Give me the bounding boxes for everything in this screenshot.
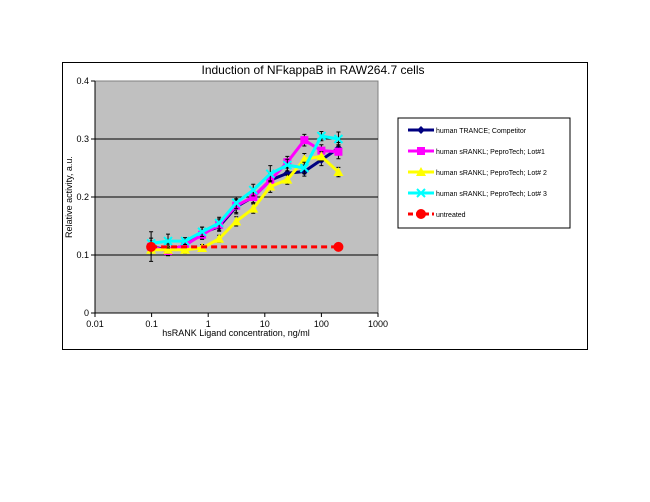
series-2 (146, 151, 344, 262)
data-point (163, 236, 173, 246)
data-point (265, 181, 276, 191)
x-tick-label: 1 (206, 319, 211, 329)
legend-item: human sRANKL; PeproTech; Lot# 2 (408, 167, 547, 177)
data-point (231, 216, 242, 226)
data-point (416, 188, 426, 198)
legend-label: human TRANCE; Competitor (436, 128, 527, 135)
chart-title: Induction of NFkappaB in RAW264.7 cells (201, 63, 424, 77)
legend-item: human sRANKL; PeproTech; Lot# 3 (408, 188, 547, 198)
y-tick-label: 0.1 (76, 250, 89, 260)
x-tick-label: 100 (314, 319, 329, 329)
legend-label: human sRANKL; PeproTech; Lot# 3 (436, 191, 547, 198)
data-point (249, 193, 258, 201)
legend-label: untreated (436, 212, 466, 219)
x-tick-label: 1000 (368, 319, 388, 329)
y-tick-label: 0.4 (76, 76, 89, 86)
data-point (334, 147, 343, 156)
legend-label: human sRANKL; PeproTech; Lot# 2 (436, 170, 547, 177)
data-point (333, 241, 344, 252)
y-tick-label: 0.2 (76, 192, 89, 202)
series-line (150, 134, 339, 245)
data-point (316, 131, 327, 141)
data-point (417, 147, 425, 155)
data-point (163, 244, 174, 254)
data-point (214, 218, 224, 228)
x-tick-label: 0.1 (145, 319, 158, 329)
y-tick-label: 0.3 (76, 134, 89, 144)
legend-item: human sRANKL; PeproTech; Lot#1 (408, 147, 545, 156)
legend-item: human TRANCE; Competitor (408, 126, 527, 135)
data-point (248, 203, 259, 213)
x-tick-label: 10 (260, 319, 270, 329)
y-tick-label: 0 (84, 308, 89, 318)
data-point (416, 209, 426, 219)
data-point (265, 169, 275, 179)
data-point (180, 236, 190, 246)
data-point (333, 167, 344, 177)
y-axis-label: Relative activity, a.u. (64, 156, 74, 238)
data-point (282, 160, 293, 170)
series-3 (146, 130, 344, 256)
chart-frame (62, 62, 588, 350)
data-point (317, 146, 326, 155)
data-point (417, 126, 425, 134)
data-point (248, 185, 258, 195)
series-line (151, 154, 340, 252)
x-axis-label: hsRANK Ligand concentration, ng/ml (162, 328, 310, 338)
data-point (197, 227, 207, 237)
data-point (299, 163, 310, 173)
x-tick-label: 0.01 (86, 319, 104, 329)
data-point (180, 244, 191, 254)
series-4 (146, 241, 344, 252)
data-point (146, 241, 157, 252)
data-point (214, 233, 225, 243)
data-point (282, 174, 293, 184)
legend-label: human sRANKL; PeproTech; Lot#1 (436, 149, 545, 156)
data-point (316, 151, 327, 161)
data-point (231, 198, 241, 208)
data-point (333, 134, 344, 144)
legend-item: untreated (408, 209, 466, 219)
data-point (300, 136, 309, 145)
data-point (416, 167, 426, 176)
